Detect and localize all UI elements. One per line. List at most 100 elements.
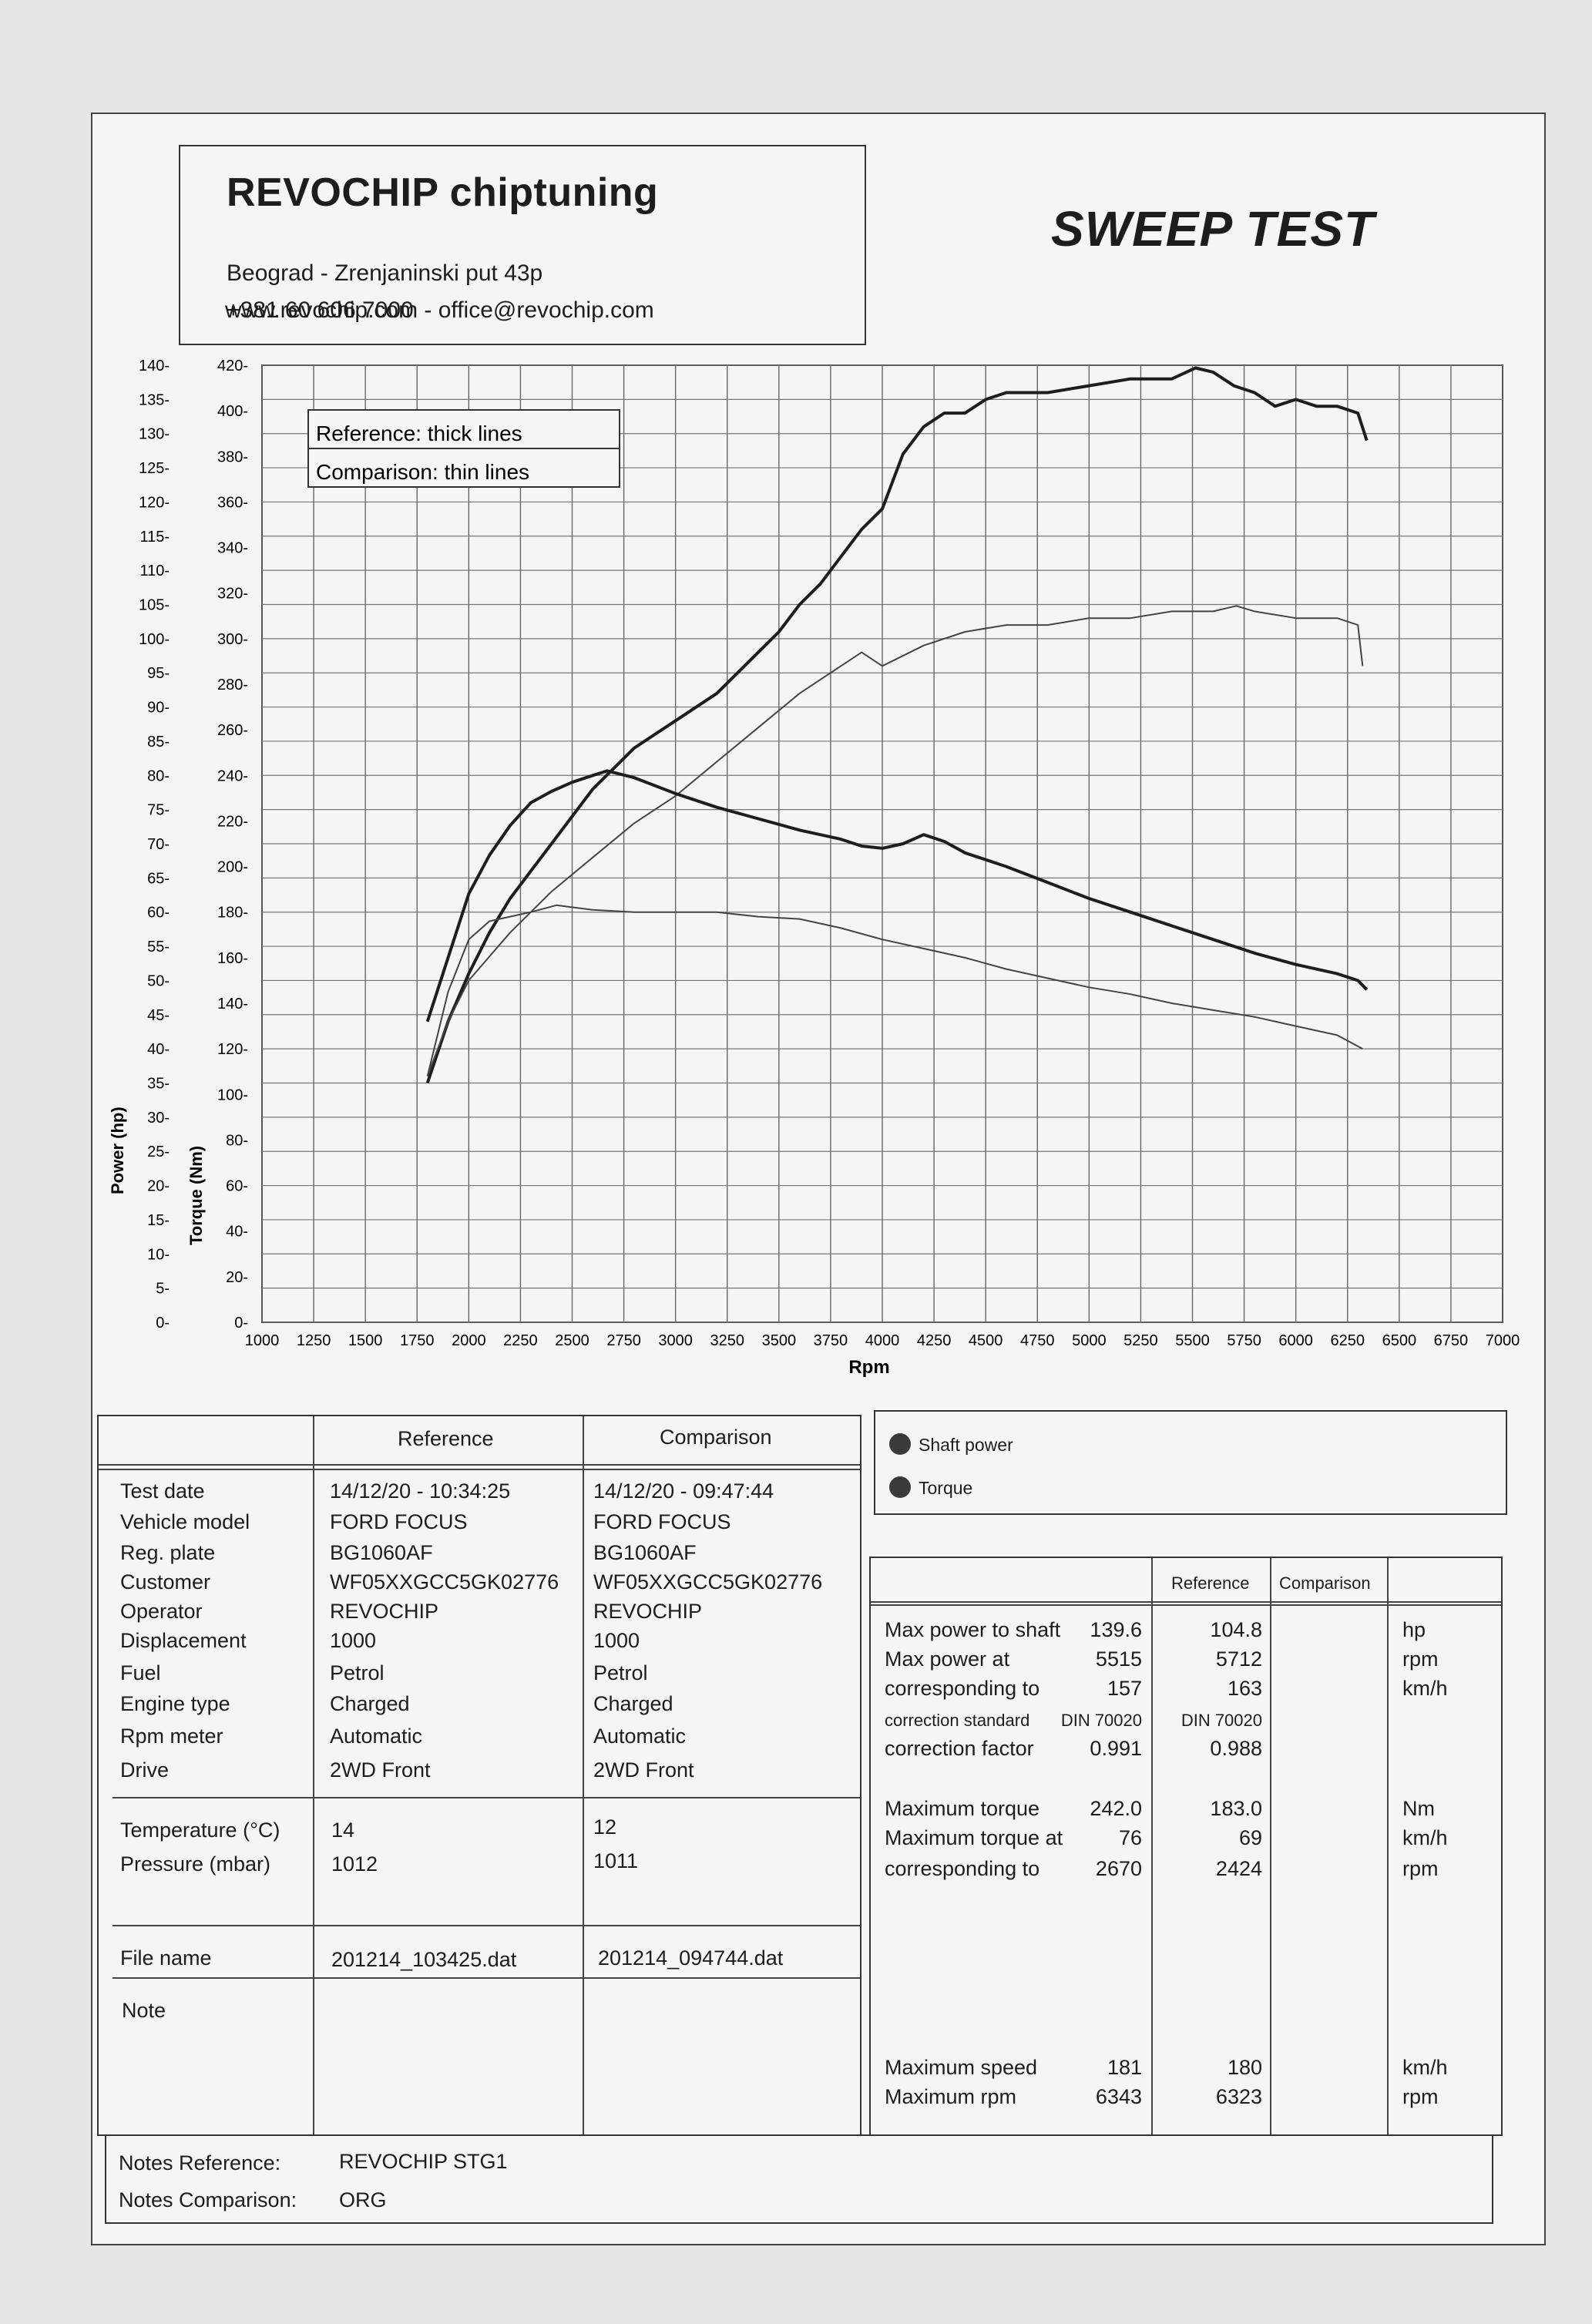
power-tick-label: 20-	[147, 1178, 170, 1195]
x-tick-label: 2750	[606, 1332, 641, 1349]
torque-tick-label: 220-	[217, 813, 248, 830]
detail-label: Reg. plate	[120, 1541, 216, 1564]
power-tick-label: 120-	[139, 494, 170, 511]
result-label: Max power at	[885, 1647, 1010, 1671]
file-name-reference: 201214_103425.dat	[331, 1948, 517, 1971]
detail-ref-value: 14/12/20 - 10:34:25	[330, 1479, 511, 1503]
result-ref-value: 2670	[1095, 1857, 1142, 1880]
result-cmp-value: 163	[1227, 1677, 1262, 1700]
results-col-reference: Reference	[1171, 1573, 1250, 1593]
power-tick-label: 110-	[139, 563, 170, 579]
torque-tick-label: 160-	[217, 950, 248, 967]
shaft-power-swatch	[889, 1433, 911, 1455]
detail-cmp-value: FORD FOCUS	[593, 1510, 731, 1533]
chart-curves	[425, 366, 1369, 1084]
torque-tick-label: 100-	[217, 1086, 248, 1103]
detail-ref-value: BG1060AF	[330, 1541, 433, 1564]
detail-ref-value: Charged	[330, 1692, 410, 1715]
power-tick-label: 125-	[139, 460, 170, 477]
torque-swatch	[889, 1476, 911, 1498]
result-label: correction standard	[885, 1711, 1030, 1730]
detail-label: Vehicle model	[120, 1510, 250, 1533]
detail-cmp-value: 1011	[593, 1849, 639, 1872]
torque-tick-label: 340-	[217, 540, 248, 557]
x-tick-label: 3000	[658, 1332, 693, 1349]
torque-axis-label: Torque (Nm)	[186, 1146, 206, 1245]
result-label: corresponding to	[885, 1677, 1040, 1700]
power-tick-label: 105-	[139, 597, 170, 614]
detail-ref-value: 2WD Front	[330, 1758, 431, 1782]
torque-tick-label: 320-	[217, 586, 248, 603]
torque-tick-label: 120-	[217, 1041, 248, 1058]
detail-cmp-value: Charged	[593, 1692, 673, 1715]
result-cmp-value: 180	[1227, 2056, 1262, 2079]
power-tick-label: 100-	[139, 631, 170, 648]
power-tick-label: 85-	[147, 734, 170, 751]
result-unit: rpm	[1402, 1857, 1439, 1880]
x-tick-label: 2500	[555, 1332, 589, 1349]
result-cmp-value: 104.8	[1210, 1618, 1262, 1641]
detail-ref-value: FORD FOCUS	[330, 1510, 468, 1533]
torque-tick-label: 180-	[217, 905, 248, 922]
detail-cmp-value: 14/12/20 - 09:47:44	[593, 1479, 774, 1503]
details-col-reference: Reference	[398, 1427, 494, 1450]
result-ref-value: 181	[1107, 2056, 1142, 2079]
notes-comparison-value: ORG	[339, 2188, 387, 2211]
x-tick-label: 2250	[503, 1332, 538, 1349]
x-tick-label: 4250	[917, 1332, 952, 1349]
power-tick-label: 60-	[147, 905, 170, 922]
detail-label: Fuel	[120, 1661, 161, 1684]
detail-ref-value: Automatic	[330, 1725, 423, 1748]
torque-tick-label: 200-	[217, 859, 248, 876]
results-col-comparison: Comparison	[1279, 1573, 1371, 1593]
torque-tick-label: 280-	[217, 677, 248, 694]
power-tick-label: 30-	[147, 1110, 170, 1127]
notes-box: Notes Reference: REVOCHIP STG1 Notes Com…	[105, 2134, 1493, 2224]
x-tick-label: 5750	[1227, 1332, 1261, 1349]
x-tick-label: 1500	[348, 1332, 383, 1349]
detail-cmp-value: Automatic	[593, 1725, 687, 1748]
company-header: REVOCHIP chiptuning Beograd - Zrenjanins…	[179, 145, 866, 345]
torque-tick-label: 40-	[226, 1224, 248, 1241]
x-tick-label: 3500	[762, 1332, 797, 1349]
x-tick-label: 5500	[1175, 1332, 1210, 1349]
result-label: Max power to shaft	[885, 1618, 1061, 1641]
legend-shaft-power: Shaft power	[919, 1435, 1013, 1455]
series-legend: Shaft power Torque	[874, 1410, 1507, 1515]
power-tick-label: 80-	[147, 767, 170, 784]
result-ref-value: 5515	[1095, 1647, 1142, 1671]
notes-reference-label: Notes Reference:	[119, 2151, 281, 2175]
notes-comparison-label: Notes Comparison:	[119, 2188, 297, 2211]
detail-cmp-value: 1000	[593, 1629, 640, 1652]
result-ref-value: 6343	[1095, 2085, 1142, 2108]
result-ref-value: 139.6	[1090, 1618, 1142, 1641]
result-unit: km/h	[1402, 1826, 1448, 1849]
result-ref-value: 0.991	[1090, 1737, 1142, 1760]
result-cmp-value: 183.0	[1210, 1797, 1262, 1820]
torque-tick-label: 140-	[217, 996, 248, 1013]
power-tick-label: 135-	[139, 391, 170, 408]
power-tick-label: 0-	[156, 1315, 170, 1332]
power-tick-label: 25-	[147, 1144, 170, 1160]
detail-cmp-value: 2WD Front	[593, 1758, 694, 1782]
power-tick-label: 70-	[147, 836, 170, 853]
detail-ref-value: WF05XXGCC5GK02776	[330, 1570, 559, 1594]
detail-ref-value: 1000	[330, 1629, 377, 1652]
detail-cmp-value: BG1060AF	[593, 1541, 697, 1564]
power-tick-label: 65-	[147, 870, 170, 887]
result-ref-value: 76	[1118, 1826, 1142, 1849]
legend-torque: Torque	[919, 1478, 973, 1498]
power-tick-label: 10-	[147, 1246, 170, 1263]
power-axis-label: Power (hp)	[108, 1107, 127, 1194]
result-unit: rpm	[1402, 1647, 1439, 1671]
power-tick-label: 35-	[147, 1076, 170, 1093]
power-tick-label: 5-	[156, 1281, 170, 1298]
result-label: Maximum torque	[885, 1797, 1040, 1820]
x-tick-label: 1250	[297, 1332, 331, 1349]
comparison-line-note: Comparison: thin lines	[316, 460, 529, 484]
result-label: Maximum speed	[885, 2056, 1038, 2079]
result-unit: rpm	[1402, 2085, 1439, 2108]
x-tick-label: 2000	[452, 1332, 486, 1349]
x-tick-label: 4750	[1020, 1332, 1055, 1349]
x-tick-label: 3750	[814, 1332, 848, 1349]
